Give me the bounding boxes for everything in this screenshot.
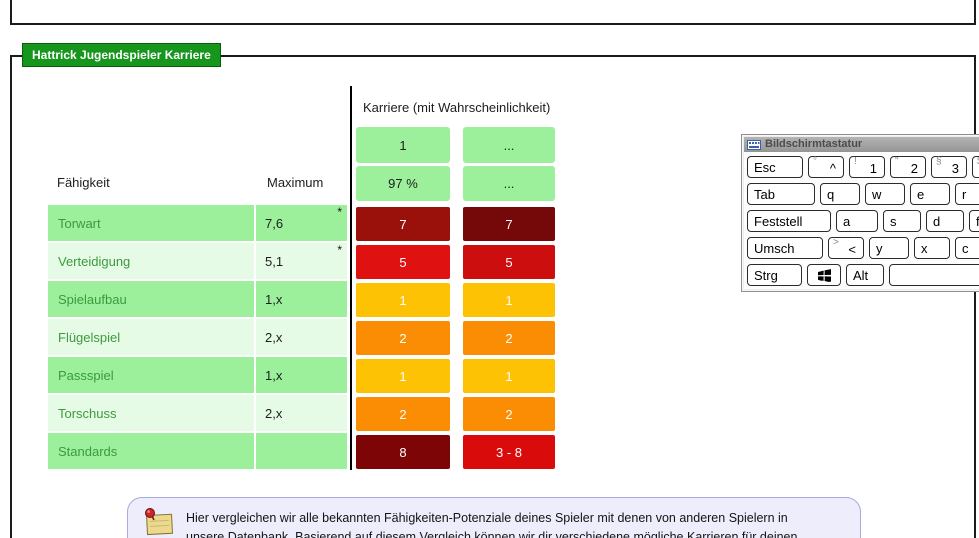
key-1[interactable]: ! 1 xyxy=(849,156,885,178)
key-capslock[interactable]: Feststell xyxy=(747,210,831,232)
key-space[interactable] xyxy=(889,264,979,286)
career-cell: 8 xyxy=(356,435,450,469)
career-cell: 2 xyxy=(356,321,450,355)
key-windows[interactable] xyxy=(807,264,841,286)
skill-cell: Flügelspiel xyxy=(48,319,254,355)
skill-cell: Standards xyxy=(48,433,254,469)
max-cell: 1,x xyxy=(256,281,347,317)
info-note-line2: unsere Datenbank. Basierend auf diesem V… xyxy=(186,529,798,538)
career-col1-rank: 1 xyxy=(356,127,450,163)
max-value: 5,1 xyxy=(265,253,284,269)
info-note-line1: Hier vergleichen wir alle bekannten Fähi… xyxy=(186,511,788,525)
asterisk-note: * xyxy=(337,205,342,219)
skill-cell: Verteidigung xyxy=(48,243,254,279)
keyboard-icon xyxy=(747,139,761,150)
info-note-text: Hier vergleichen wir alle bekannten Fähi… xyxy=(186,509,836,538)
key-f[interactable]: f xyxy=(969,210,979,232)
key-3[interactable]: § 3 xyxy=(931,156,967,178)
key-alt[interactable]: Alt xyxy=(846,264,884,286)
key-y[interactable]: y xyxy=(869,237,909,259)
key-caret[interactable]: ° ^ xyxy=(808,156,844,178)
max-value: 2,x xyxy=(265,405,283,421)
max-cell: 2,x xyxy=(256,395,347,431)
keyboard-title: Bildschirmtastatur xyxy=(765,138,863,150)
key-shift[interactable]: Umsch xyxy=(747,237,823,259)
max-cell: 5,1 * xyxy=(256,243,347,279)
career-cell: 1 xyxy=(356,359,450,393)
career-cell: 2 xyxy=(356,397,450,431)
key-x[interactable]: x xyxy=(914,237,950,259)
career-cell: 2 xyxy=(463,321,555,355)
keyboard-titlebar[interactable]: Bildschirmtastatur xyxy=(744,137,979,152)
skill-cell: Torschuss xyxy=(48,395,254,431)
career-cell: 7 xyxy=(356,207,450,241)
asterisk-note: * xyxy=(337,243,342,257)
windows-logo-icon xyxy=(817,268,831,282)
career-cell: 3 - 8 xyxy=(463,435,555,469)
career-cell: 2 xyxy=(463,397,555,431)
top-panel xyxy=(10,0,976,25)
panel-legend: Hattrick Jugendspieler Karriere xyxy=(22,43,221,67)
key-tab[interactable]: Tab xyxy=(747,183,815,205)
max-cell: 7,6 * xyxy=(256,205,347,241)
info-note-box xyxy=(127,497,861,538)
key-ctrl[interactable]: Strg xyxy=(747,264,802,286)
key-a[interactable]: a xyxy=(836,210,878,232)
keyboard-body: Esc °^ !1 "2 §3 $ Tab q w e r Feststell … xyxy=(744,152,979,289)
skill-column-header: Fähigkeit xyxy=(57,175,110,190)
max-value: 7,6 xyxy=(265,215,284,231)
key-w[interactable]: w xyxy=(865,183,905,205)
key-4[interactable]: $ xyxy=(972,156,979,178)
table-divider xyxy=(350,86,352,470)
key-s[interactable]: s xyxy=(883,210,921,232)
key-esc[interactable]: Esc xyxy=(747,156,803,178)
skill-cell: Passspiel xyxy=(48,357,254,393)
key-lessthan[interactable]: > < xyxy=(828,237,864,259)
max-cell: 1,x xyxy=(256,357,347,393)
key-2[interactable]: " 2 xyxy=(890,156,926,178)
career-cell: 1 xyxy=(463,359,555,393)
max-cell: 2,x xyxy=(256,319,347,355)
max-cell xyxy=(256,433,347,469)
onscreen-keyboard-window[interactable]: Bildschirmtastatur Esc °^ !1 "2 §3 $ Tab… xyxy=(741,134,979,292)
career-col1-probability: 97 % xyxy=(356,166,450,201)
key-c[interactable]: c xyxy=(955,237,979,259)
max-value: 1,x xyxy=(265,291,283,307)
career-col2-rank: ... xyxy=(463,127,555,163)
key-d[interactable]: d xyxy=(926,210,964,232)
career-cell: 7 xyxy=(463,207,555,241)
skill-cell: Torwart xyxy=(48,205,254,241)
career-cell: 1 xyxy=(463,283,555,317)
pinned-note-icon xyxy=(140,506,176,538)
career-cell: 5 xyxy=(463,245,555,279)
max-column-header: Maximum xyxy=(267,175,324,190)
key-r[interactable]: r xyxy=(955,183,979,205)
career-header: Karriere (mit Wahrscheinlichkeit) xyxy=(363,100,551,115)
career-cell: 1 xyxy=(356,283,450,317)
max-value: 1,x xyxy=(265,367,283,383)
career-cell: 5 xyxy=(356,245,450,279)
key-e[interactable]: e xyxy=(910,183,950,205)
max-value: 2,x xyxy=(265,329,283,345)
career-col2-probability: ... xyxy=(463,166,555,201)
key-q[interactable]: q xyxy=(820,183,860,205)
skill-cell: Spielaufbau xyxy=(48,281,254,317)
